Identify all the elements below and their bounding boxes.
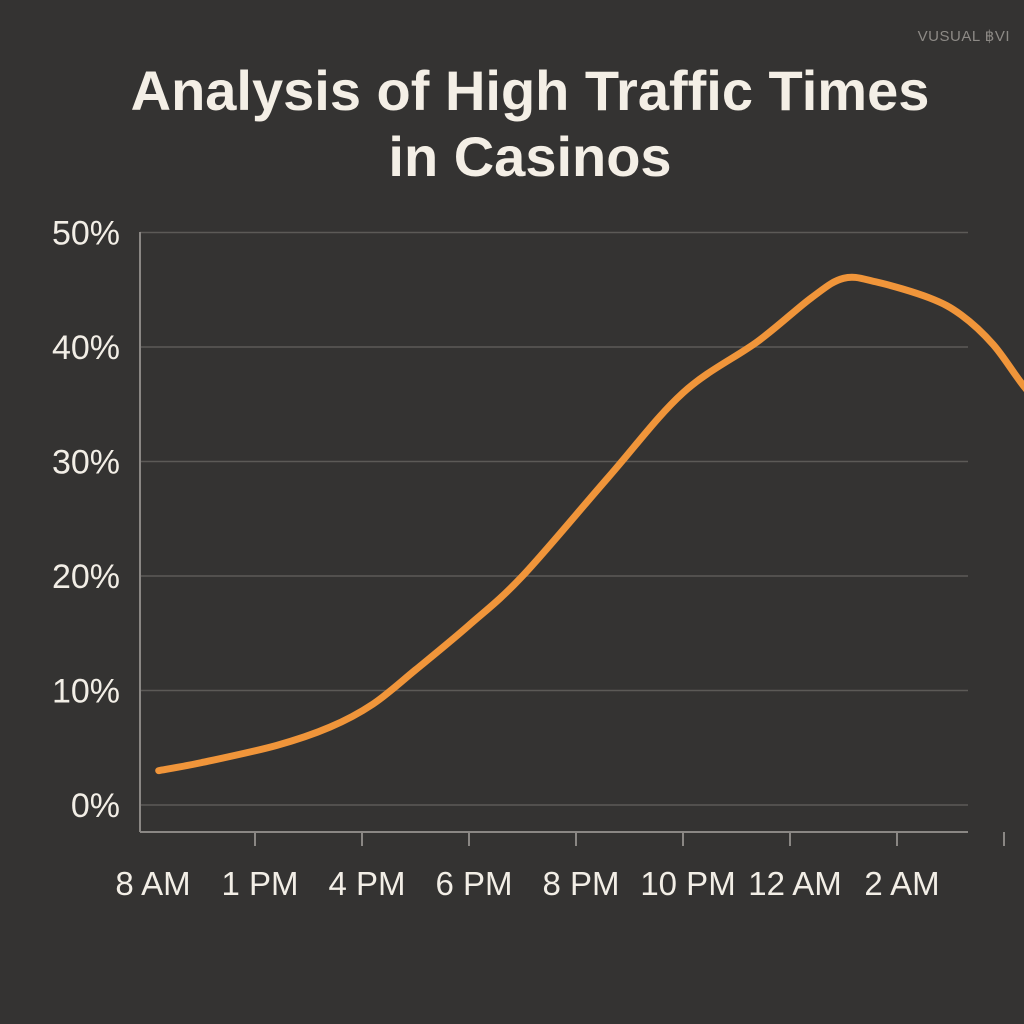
series-line bbox=[155, 273, 1024, 775]
grid-layer bbox=[140, 231, 968, 806]
chart-title: Analysis of High Traffic Times in Casino… bbox=[0, 58, 1024, 190]
x-tick-label: 4 PM bbox=[328, 865, 405, 902]
x-tick-label: 2 AM bbox=[864, 865, 939, 902]
x-tick-label: 1 PM bbox=[221, 865, 298, 902]
chart-title-line-1: Analysis of High Traffic Times bbox=[130, 59, 930, 122]
y-tick-label: 40% bbox=[52, 329, 120, 367]
series-layer bbox=[155, 273, 1024, 775]
axis-layer bbox=[139, 232, 1005, 846]
chart-title-line-2: in Casinos bbox=[388, 125, 672, 188]
label-layer: 0% 10% 20% 30% 40% 50% 8 AM 1 PM 4 PM 6 PM 8 PM 10 … bbox=[52, 215, 940, 903]
y-tick-label: 10% bbox=[52, 673, 120, 711]
y-tick-label: 50% bbox=[52, 215, 120, 253]
y-tick-label: 20% bbox=[52, 558, 120, 596]
watermark: VUSUAL ฿VI bbox=[917, 28, 1010, 45]
x-tick-label: 6 PM bbox=[435, 865, 512, 902]
x-tick-label: 10 PM bbox=[640, 865, 735, 902]
x-tick-label: 8 AM bbox=[115, 865, 190, 902]
y-tick-label: 0% bbox=[71, 787, 120, 825]
x-tick-label: 12 AM bbox=[748, 865, 842, 902]
x-tick-label: 8 PM bbox=[542, 865, 619, 902]
y-tick-label: 30% bbox=[52, 444, 120, 482]
